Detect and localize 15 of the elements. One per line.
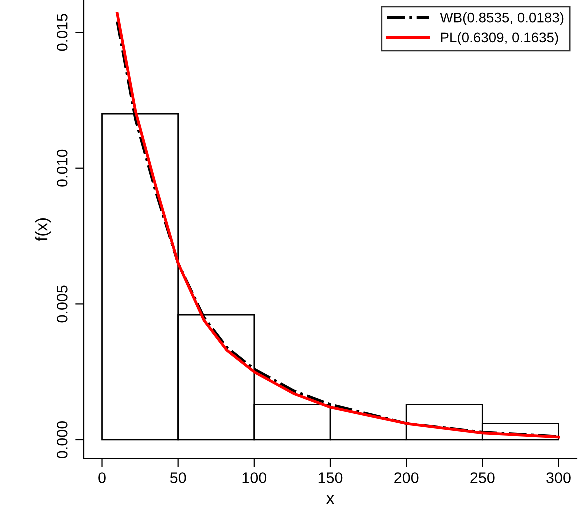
legend-label: WB(0.8535, 0.0183) bbox=[440, 12, 564, 26]
y-axis-title: f(x) bbox=[35, 218, 51, 242]
x-tick-label: 300 bbox=[546, 472, 571, 484]
x-tick-label: 100 bbox=[242, 472, 267, 484]
y-tick-label: 0.010 bbox=[56, 150, 68, 187]
x-tick-label: 200 bbox=[394, 472, 419, 484]
y-tick-label: 0.015 bbox=[56, 14, 68, 52]
y-tick-label: 0.000 bbox=[56, 421, 68, 459]
legend-label: PL(0.6309, 0.1635) bbox=[441, 32, 558, 46]
x-tick-label: 0 bbox=[98, 472, 106, 484]
y-tick-label: 0.005 bbox=[56, 286, 68, 323]
x-axis-title: x bbox=[326, 495, 334, 504]
x-tick-label: 250 bbox=[470, 472, 495, 484]
x-tick-label: 150 bbox=[318, 472, 343, 484]
x-tick-label: 50 bbox=[170, 472, 186, 484]
